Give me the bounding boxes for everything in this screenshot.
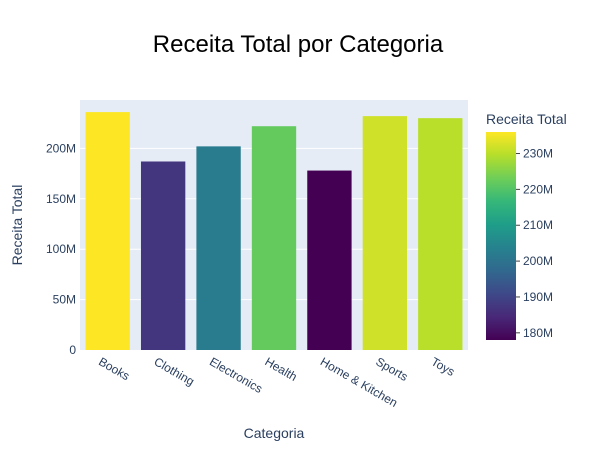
x-tick-label: Health: [263, 354, 300, 383]
colorbar-ticks: 180M 190M 200M 210M 220M 230M: [516, 147, 553, 340]
bar: [418, 118, 463, 350]
y-tick-label: 50M: [53, 293, 76, 307]
bar: [85, 112, 130, 350]
colorbar-tick-label: 210M: [523, 218, 553, 232]
y-tick-label: 0: [69, 343, 76, 357]
bar: [140, 161, 186, 350]
bar: [307, 170, 352, 350]
bars: [85, 112, 463, 351]
y-axis-ticks: 0 50M 100M 150M 200M: [46, 141, 76, 357]
y-tick-label: 100M: [46, 242, 76, 256]
y-tick-label: 200M: [46, 141, 76, 155]
y-axis-title: Receita Total: [9, 185, 25, 266]
x-tick-label: Toys: [429, 354, 457, 378]
bar: [196, 146, 241, 350]
bar: [251, 126, 297, 350]
colorbar-tick-label: 200M: [523, 254, 553, 268]
colorbar: [486, 132, 516, 340]
colorbar-tick-label: 230M: [523, 147, 553, 161]
x-tick-label: Books: [96, 354, 132, 383]
x-tick-label: Electronics: [207, 354, 265, 395]
x-tick-label: Sports: [373, 354, 410, 383]
y-tick-label: 150M: [46, 192, 76, 206]
colorbar-tick-label: 180M: [523, 326, 553, 340]
colorbar-tick-label: 190M: [523, 290, 553, 304]
x-axis-title: Categoria: [244, 425, 305, 441]
bar: [362, 116, 408, 351]
colorbar-tick-label: 220M: [523, 182, 553, 196]
chart-title: Receita Total por Categoria: [153, 31, 444, 58]
colorbar-title: Receita Total: [486, 111, 567, 127]
x-tick-label: Clothing: [152, 354, 197, 388]
